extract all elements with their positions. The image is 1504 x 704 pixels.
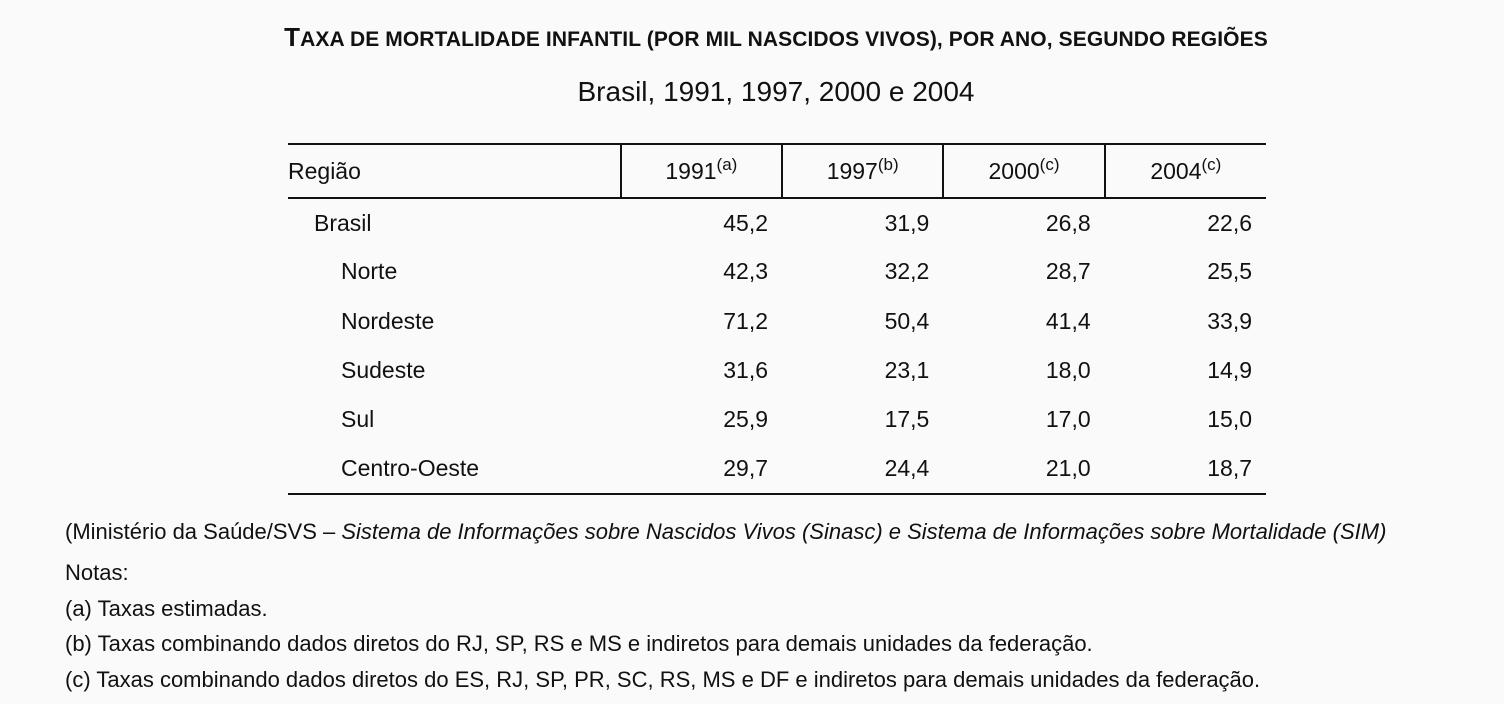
rate-value: 17,0	[1045, 406, 1091, 433]
year-note: (c)	[1201, 154, 1222, 174]
notes-section: Notas: (a) Taxas estimadas. (b) Taxas co…	[65, 555, 1260, 697]
notes-label: Notas:	[65, 560, 129, 585]
source-citation: (Ministério da Saúde/SVS – Sistema de In…	[65, 519, 1386, 545]
region-name: Norte	[341, 258, 398, 285]
rate-value: 14,9	[1207, 357, 1252, 384]
column-header-year: 1997(b)	[780, 143, 944, 199]
rate-value: 24,4	[782, 444, 944, 495]
rate-value: 23,1	[884, 357, 930, 384]
table-row: Norte 42,3 32,2 28,7 25,5	[288, 247, 1266, 296]
year-note: (c)	[1039, 154, 1060, 174]
column-header-year: 1991(a)	[619, 143, 782, 199]
rate-value: 33,9	[1207, 307, 1252, 334]
rate-value: 45,2	[723, 209, 768, 236]
region-name: Sul	[341, 406, 375, 433]
title-first-letter: T	[284, 22, 301, 52]
rate-value: 28,7	[1045, 258, 1091, 285]
page-title: TAXA DE MORTALIDADE INFANTIL (POR MIL NA…	[0, 22, 1504, 53]
rate-value: 41,4	[1045, 307, 1091, 334]
table-header-row: Região 1991(a) 1997(b) 2000(c) 2004(c)	[288, 143, 1266, 199]
year-note: (b)	[877, 154, 899, 174]
year-note: (a)	[716, 154, 738, 174]
region-name: Centro-Oeste	[288, 444, 621, 495]
rate-value: 29,7	[620, 444, 782, 495]
year-label: 1997	[826, 157, 878, 184]
rate-value: 26,8	[1045, 209, 1091, 236]
column-header-year: 2000(c)	[942, 143, 1105, 199]
rate-value: 18,7	[1104, 444, 1266, 495]
note-item: (b) Taxas combinando dados diretos do RJ…	[65, 631, 1093, 656]
region-name: Nordeste	[341, 307, 435, 334]
rate-value: 25,9	[723, 406, 768, 433]
table-row: Brasil 45,2 31,9 26,8 22,6	[288, 198, 1266, 247]
note-item: (a) Taxas estimadas.	[65, 595, 268, 621]
source-prefix: (Ministério da Saúde/SVS –	[65, 519, 342, 544]
rate-value: 31,9	[884, 209, 930, 236]
rate-value: 17,5	[884, 406, 930, 433]
rate-value: 18,0	[1045, 357, 1091, 384]
column-header-year: 2004(c)	[1103, 143, 1266, 199]
table-row: Sul 25,9 17,5 17,0 15,0	[288, 395, 1266, 444]
mortality-table: Região 1991(a) 1997(b) 2000(c) 2004(c) B…	[288, 143, 1266, 495]
rate-value: 50,4	[884, 307, 930, 334]
note-item: (c) Taxas combinando dados diretos do ES…	[65, 666, 1261, 692]
rate-value: 42,3	[723, 258, 768, 285]
rate-value: 71,2	[723, 307, 768, 334]
region-name: Brasil	[314, 209, 372, 236]
year-label: 2000	[988, 157, 1040, 184]
year-label: 1991	[665, 157, 717, 184]
rate-value: 22,6	[1207, 209, 1252, 236]
page-subtitle: Brasil, 1991, 1997, 2000 e 2004	[577, 76, 975, 107]
table-row: Centro-Oeste 29,7 24,4 21,0 18,7	[288, 444, 1266, 495]
rate-value: 21,0	[943, 444, 1105, 495]
rate-value: 15,0	[1207, 406, 1252, 433]
title-rest: AXA DE MORTALIDADE INFANTIL (POR MIL NAS…	[300, 28, 1268, 51]
rate-value: 31,6	[723, 357, 768, 384]
year-label: 2004	[1150, 157, 1202, 184]
source-italic: Sistema de Informações sobre Nascidos Vi…	[341, 519, 1387, 544]
rate-value: 25,5	[1207, 258, 1252, 285]
table-row: Nordeste 71,2 50,4 41,4 33,9	[288, 297, 1266, 346]
region-name: Sudeste	[341, 357, 426, 384]
table-row: Sudeste 31,6 23,1 18,0 14,9	[288, 346, 1266, 395]
column-header-region: Região	[288, 143, 621, 199]
rate-value: 32,2	[884, 258, 930, 285]
